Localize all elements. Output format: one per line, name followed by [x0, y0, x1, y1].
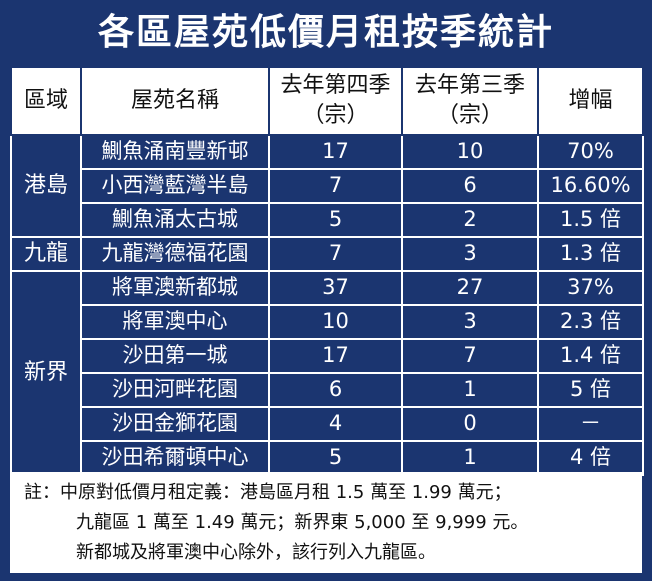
change-cell: 70%: [537, 134, 644, 170]
table-row: 沙田希爾頓中心 5 1 4 倍: [11, 440, 644, 476]
table-row: 新界 將軍澳新都城 37 27 37%: [10, 270, 644, 476]
table-row: 沙田金獅花園 4 0 －: [11, 406, 644, 442]
q4-count-cell: 4: [268, 406, 403, 442]
table-row: 港島 鰂魚涌南豐新邨 17 10 70%: [10, 134, 644, 238]
change-cell: 1.5 倍: [537, 202, 644, 238]
table-row: 沙田河畔花園 6 1 5 倍: [11, 372, 644, 408]
q4-count-cell: 7: [268, 168, 403, 204]
q4-count-cell: 6: [268, 372, 403, 408]
q4-count-cell: 17: [268, 338, 403, 374]
table-row: 沙田第一城 17 7 1.4 倍: [11, 338, 644, 374]
header-change: 增幅: [537, 66, 644, 136]
q3-count-cell: 3: [401, 236, 539, 272]
table-row: 九龍 九龍灣德福花園 7 3 1.3 倍: [10, 236, 644, 272]
footnote-line-1: 註：中原對低價月租定義：港島區月租 1.5 萬至 1.99 萬元；: [24, 482, 512, 503]
q3-count-cell: 6: [401, 168, 539, 204]
change-cell: 1.4 倍: [537, 338, 644, 374]
table-row: 小西灣藍灣半島 7 6 16.60%: [11, 168, 644, 204]
change-cell: 2.3 倍: [537, 304, 644, 340]
rental-table: 區域 屋苑名稱 去年第四季 （宗） 去年第三季 （宗） 增幅 港島 鰂魚涌南豐新邨…: [10, 66, 644, 476]
region-cell: 新界: [10, 270, 82, 476]
footnote-line-2: 九龍區 1 萬至 1.49 萬元；新界東 5,000 至 9,999 元。: [76, 512, 529, 533]
estate-cell: 鰂魚涌太古城: [80, 202, 270, 238]
change-cell: 37%: [537, 270, 644, 306]
q3-count-cell: 27: [401, 270, 539, 306]
table-header-row: 區域 屋苑名稱 去年第四季 （宗） 去年第三季 （宗） 增幅: [10, 66, 644, 136]
change-cell: 4 倍: [537, 440, 644, 476]
header-q3-line2: （宗）: [436, 103, 503, 128]
header-estate: 屋苑名稱: [80, 66, 270, 136]
estate-cell: 沙田河畔花園: [80, 372, 270, 408]
change-cell: 16.60%: [537, 168, 644, 204]
region-cell: 九龍: [10, 236, 82, 272]
header-q4-line2: （宗）: [302, 103, 369, 128]
q3-count-cell: 1: [401, 440, 539, 476]
table-row: 將軍澳中心 10 3 2.3 倍: [11, 304, 644, 340]
change-cell: －: [537, 406, 644, 442]
footnote-line-3: 新都城及將軍澳中心除外，該行列入九龍區。: [76, 542, 436, 563]
q3-count-cell: 10: [401, 134, 539, 170]
q4-count-cell: 17: [268, 134, 403, 170]
q3-count-cell: 3: [401, 304, 539, 340]
q4-count-cell: 37: [268, 270, 403, 306]
estate-cell: 將軍澳新都城: [80, 270, 270, 306]
estate-cell: 小西灣藍灣半島: [80, 168, 270, 204]
q3-count-cell: 7: [401, 338, 539, 374]
estate-cell: 沙田希爾頓中心: [80, 440, 270, 476]
q4-count-cell: 10: [268, 304, 403, 340]
page-title: 各區屋苑低價月租按季統計: [97, 12, 554, 53]
header-q3: 去年第三季 （宗）: [401, 66, 539, 136]
q3-count-cell: 2: [401, 202, 539, 238]
region-cell: 港島: [10, 134, 82, 238]
estate-cell: 沙田金獅花園: [80, 406, 270, 442]
q4-count-cell: 5: [268, 202, 403, 238]
estate-cell: 九龍灣德福花園: [80, 236, 270, 272]
table-row: 鰂魚涌太古城 5 2 1.5 倍: [11, 202, 644, 238]
table-body: 區域 屋苑名稱 去年第四季 （宗） 去年第三季 （宗） 增幅 港島 鰂魚涌南豐新邨…: [10, 66, 644, 476]
estate-cell: 鰂魚涌南豐新邨: [80, 134, 270, 170]
change-cell: 1.3 倍: [537, 236, 644, 272]
header-region: 區域: [10, 66, 82, 136]
estate-cell: 將軍澳中心: [80, 304, 270, 340]
q4-count-cell: 7: [268, 236, 403, 272]
estate-cell: 沙田第一城: [80, 338, 270, 374]
header-q3-line1: 去年第三季: [414, 73, 525, 99]
header-q4-line1: 去年第四季: [280, 73, 391, 99]
q4-count-cell: 5: [268, 440, 403, 476]
q3-count-cell: 0: [401, 406, 539, 442]
header-q4: 去年第四季 （宗）: [268, 66, 403, 136]
q3-count-cell: 1: [401, 372, 539, 408]
footnote: 註：中原對低價月租定義：港島區月租 1.5 萬至 1.99 萬元； 九龍區 1 …: [10, 472, 642, 573]
change-cell: 5 倍: [537, 372, 644, 408]
